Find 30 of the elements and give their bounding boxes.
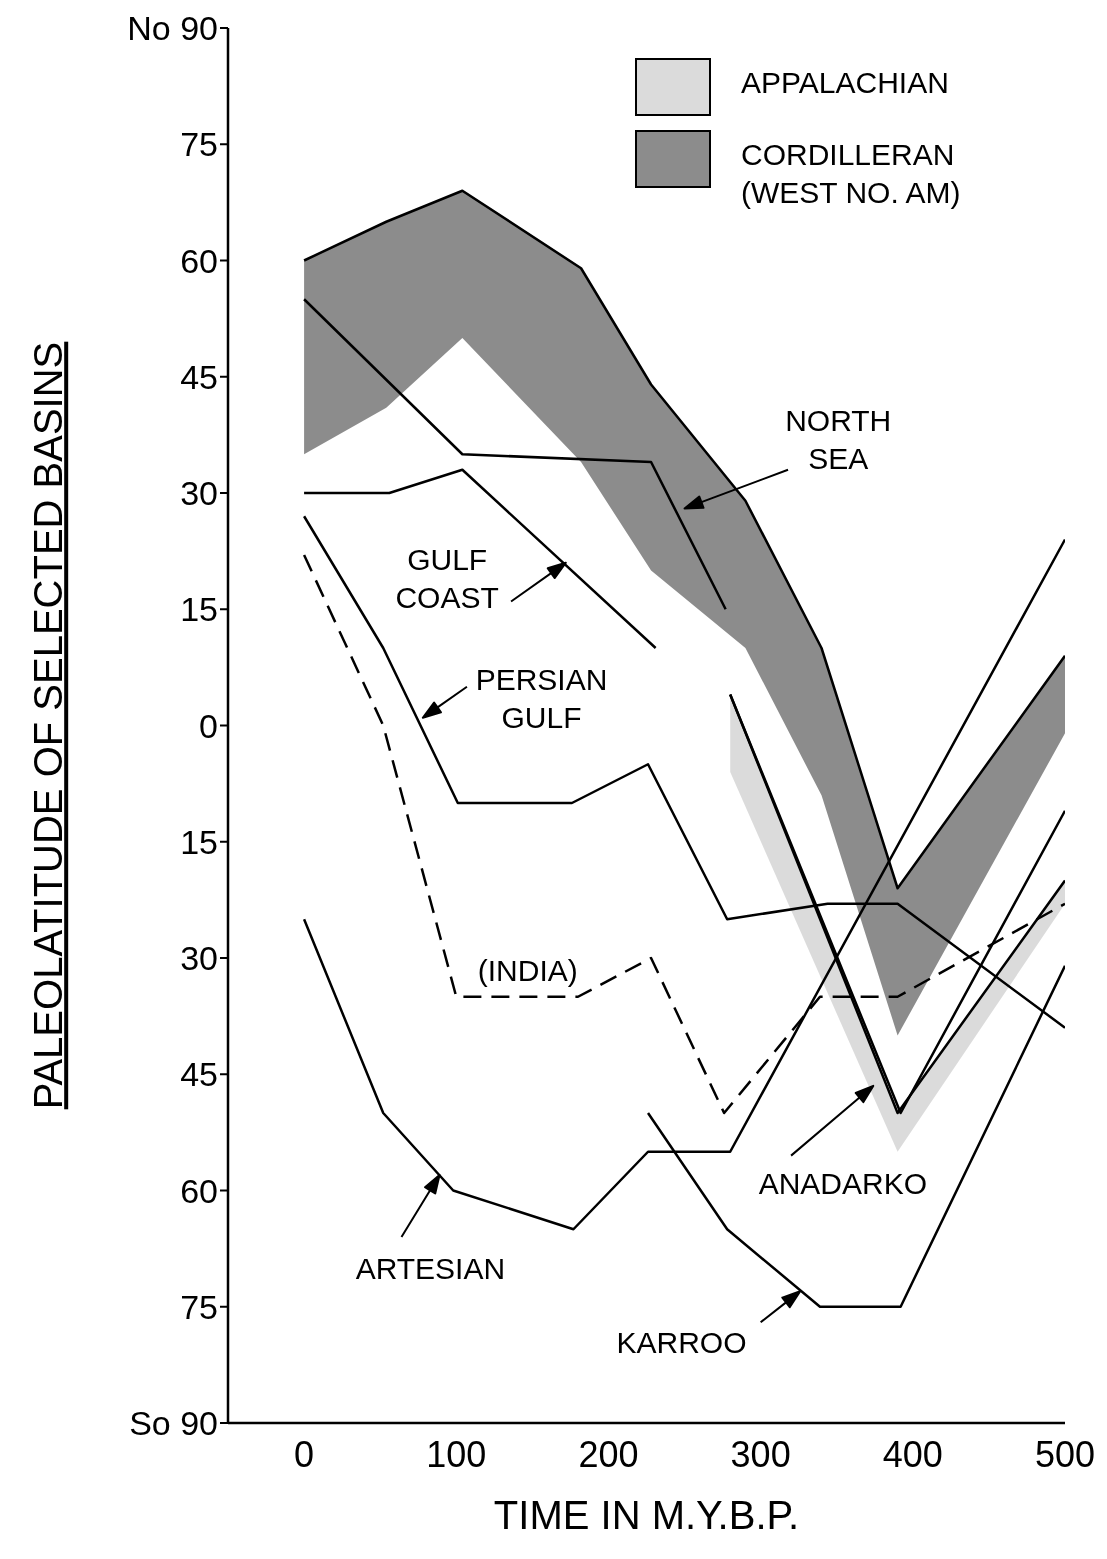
- y-tick-label: 75: [180, 1287, 218, 1326]
- y-tick-label: 75: [180, 125, 218, 164]
- legend-label: CORDILLERAN (WEST NO. AM): [741, 137, 962, 211]
- text: KARROO: [616, 1325, 747, 1359]
- x-tick-label: 500: [1034, 1433, 1096, 1475]
- y-tick-label: 30: [180, 939, 218, 978]
- series-label: ANADARKO: [758, 1166, 927, 1200]
- y-tick-label: No 90: [127, 9, 218, 48]
- y-tick-label: 15: [180, 822, 218, 861]
- legend-label: PERSIAN GULF: [475, 663, 608, 735]
- y-tick-label: 45: [180, 357, 218, 396]
- x-axis-title: TIME IN M.Y.B.P.: [493, 1493, 800, 1537]
- y-tick-label: 60: [180, 241, 218, 280]
- y-tick-label: 0: [199, 706, 218, 745]
- text: NORTH SEA: [785, 403, 892, 475]
- y-tick-label: 45: [180, 1055, 218, 1094]
- x-tick-label: 0: [294, 1433, 315, 1475]
- series-label: GULF COAST: [395, 543, 499, 615]
- x-tick-label: 300: [730, 1433, 791, 1475]
- y-axis-title: PALEOLATITUDE OF SELECTED BASINS: [26, 341, 71, 1110]
- series-label: ARTESIAN: [355, 1252, 506, 1285]
- y-tick-label: 30: [180, 474, 218, 513]
- y-tick-label: 60: [180, 1171, 218, 1210]
- legend-label: APPALACHIAN: [741, 65, 950, 101]
- y-tick-label: So 90: [129, 1404, 218, 1443]
- series-label: (INDIA): [477, 953, 578, 987]
- y-tick-label: 15: [180, 590, 218, 629]
- x-tick-label: 400: [882, 1433, 943, 1475]
- x-tick-label: 100: [426, 1433, 487, 1475]
- x-tick-label: 200: [578, 1433, 639, 1475]
